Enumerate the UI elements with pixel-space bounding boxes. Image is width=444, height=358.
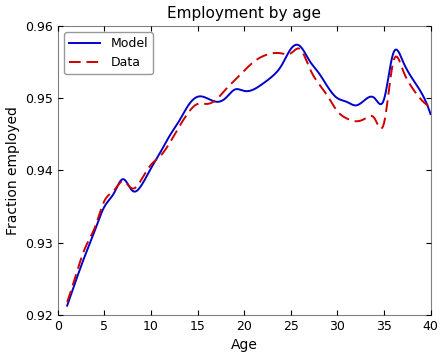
Data [296, 46, 301, 50]
Data [208, 101, 214, 105]
Model [208, 98, 214, 102]
Line: Data: Data [67, 48, 431, 302]
Model [183, 108, 188, 112]
Model [329, 91, 335, 95]
Data [183, 114, 188, 118]
Line: Model: Model [67, 45, 431, 306]
Model [328, 88, 333, 93]
Data [293, 47, 298, 52]
Model [428, 112, 433, 116]
X-axis label: Age: Age [231, 338, 258, 352]
Title: Employment by age: Employment by age [167, 6, 321, 20]
Data [428, 105, 433, 109]
Data [329, 101, 335, 106]
Model [108, 196, 114, 200]
Model [293, 43, 298, 47]
Data [64, 300, 70, 304]
Model [64, 304, 70, 308]
Model [294, 43, 299, 47]
Data [328, 98, 333, 103]
Data [108, 191, 114, 195]
Y-axis label: Fraction employed: Fraction employed [6, 106, 20, 235]
Legend: Model, Data: Model, Data [64, 32, 153, 74]
